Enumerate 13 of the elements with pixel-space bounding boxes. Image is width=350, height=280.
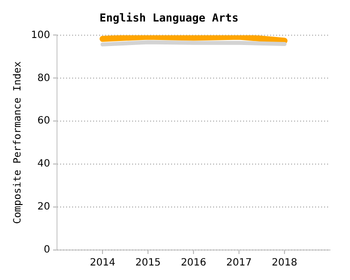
x-tick-label: 2015	[135, 258, 161, 269]
y-axis-title: Composite Performance Index	[12, 61, 24, 224]
y-tick-label: 40	[37, 158, 50, 170]
y-tick-label: 100	[30, 30, 50, 41]
x-tick-label: 2016	[180, 258, 206, 269]
chart-title: English Language Arts	[99, 11, 239, 24]
x-tick-label: 2018	[272, 258, 298, 269]
x-tick-label: 2017	[226, 258, 252, 269]
x-tick-label: 2014	[90, 258, 116, 269]
y-tick-label: 20	[37, 202, 50, 213]
y-tick-label: 60	[37, 116, 50, 127]
y-tick-label: 0	[44, 244, 50, 256]
y-tick-label: 80	[37, 72, 50, 84]
